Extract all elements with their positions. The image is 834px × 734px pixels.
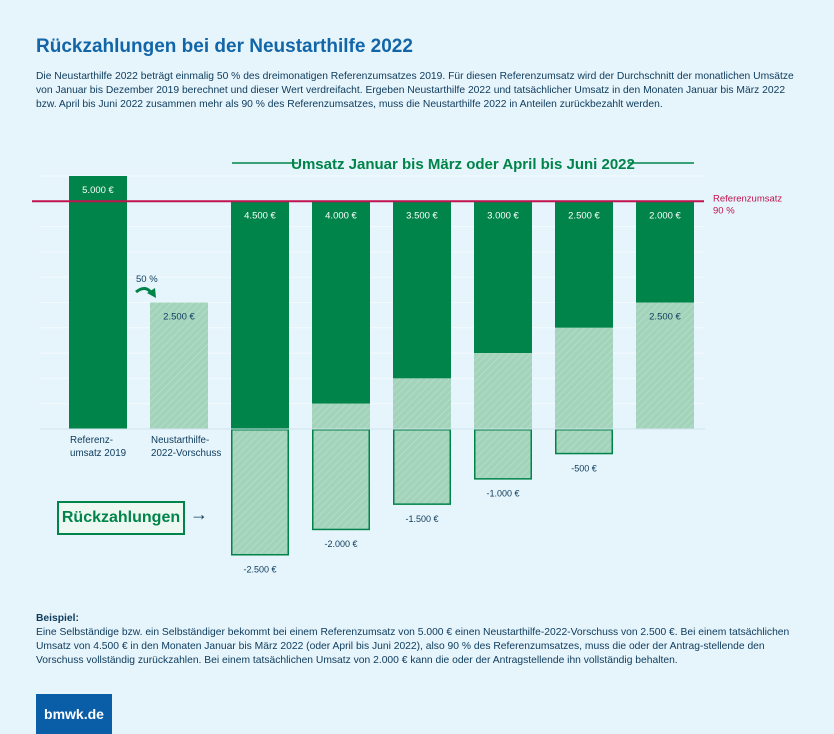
- bar-label: 2.500 €: [649, 312, 681, 323]
- reference-line-label: Referenzumsatz: [713, 193, 782, 204]
- reference-line-label: 90 %: [713, 205, 735, 216]
- advance-percentage: 50 %: [136, 274, 158, 285]
- repayment-label: -1.000 €: [486, 489, 519, 499]
- example-heading: Beispiel:: [36, 613, 79, 624]
- bar-repayment: [393, 429, 451, 505]
- category-label: 2022-Vorschuss: [151, 448, 221, 459]
- repayment-label: -2.000 €: [324, 539, 357, 549]
- bar-advance: [636, 302, 694, 429]
- bar-advance: [555, 327, 613, 429]
- bar-revenue: [231, 201, 289, 429]
- category-label: umsatz 2019: [70, 448, 126, 459]
- bar-label: 3.000 €: [487, 210, 519, 221]
- example-box: Beispiel: Eine Selbständige bzw. ein Sel…: [36, 612, 806, 668]
- repayment-label: -2.500 €: [243, 565, 276, 575]
- bar-label: 5.000 €: [82, 185, 114, 196]
- page-title: Rückzahlungen bei der Neustarthilfe 2022: [36, 36, 413, 57]
- bar-repayment: [555, 429, 613, 455]
- bmwk-logo[interactable]: bmwk.de: [36, 694, 112, 734]
- group-title: Umsatz Januar bis März oder April bis Ju…: [291, 156, 635, 173]
- bar-revenue: [474, 201, 532, 354]
- bar-revenue: [636, 201, 694, 303]
- bar-repayment: [231, 429, 289, 556]
- example-text: Eine Selbständige bzw. ein Selbständiger…: [36, 627, 790, 666]
- bar-label: 2.500 €: [163, 312, 195, 323]
- bar-label: 4.500 €: [244, 210, 276, 221]
- repayment-label: -1.500 €: [405, 514, 438, 524]
- bar-label: 2.000 €: [649, 210, 681, 221]
- bar-label: 4.000 €: [325, 210, 357, 221]
- intro-text: Die Neustarthilfe 2022 beträgt einmalig …: [36, 71, 794, 110]
- bar-advance: [150, 302, 208, 429]
- bar-revenue: [312, 201, 370, 404]
- arrow-right-icon: →: [190, 504, 208, 524]
- bar-label: 3.500 €: [406, 210, 438, 221]
- bar-revenue: [393, 201, 451, 379]
- category-label: Neustarthilfe-: [151, 435, 209, 446]
- repayments-label: Rückzahlungen: [57, 501, 185, 535]
- repayment-label: -500 €: [571, 463, 597, 473]
- bar-advance: [474, 353, 532, 429]
- bar-label: 2.500 €: [568, 210, 600, 221]
- arrow-head-icon: [147, 288, 156, 298]
- bar-revenue: [555, 201, 613, 328]
- category-label: Referenz-: [70, 435, 113, 446]
- bar-advance: [312, 403, 370, 429]
- bar-repayment: [474, 429, 532, 480]
- bar-repayment: [312, 429, 370, 531]
- bar-advance: [393, 378, 451, 429]
- bar-revenue: [69, 176, 127, 429]
